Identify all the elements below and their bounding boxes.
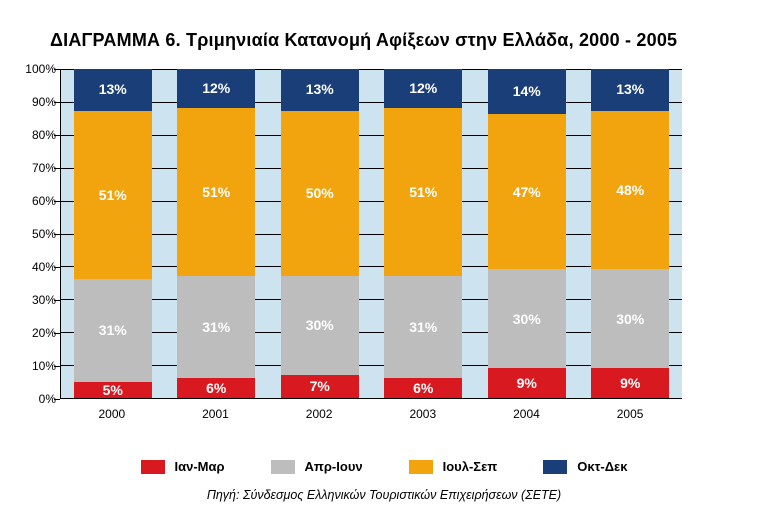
bars-container: 5% 31% 51% 13% 6% 31% 51% 12% 7% 30% 50% 13% 6% 31% 51…	[61, 69, 682, 398]
legend-item-jan-mar: Ιαν-Μαρ	[141, 459, 225, 474]
bar-segment: 12%	[384, 69, 462, 108]
bar-segment: 47%	[488, 114, 566, 269]
bar-segment-label: 47%	[513, 184, 541, 200]
bar-segment-label: 31%	[99, 322, 127, 338]
bar-segment-label: 30%	[513, 311, 541, 327]
bar-segment-label: 13%	[99, 81, 127, 97]
bar-segment-label: 31%	[409, 319, 437, 335]
bar: 5% 31% 51% 13%	[74, 69, 152, 398]
bar-segment-label: 6%	[206, 380, 226, 396]
bar-segment: 7%	[281, 375, 359, 398]
legend-swatch	[141, 460, 165, 474]
bar-segment: 5%	[74, 382, 152, 399]
bar-segment: 31%	[177, 276, 255, 378]
bar-segment-label: 12%	[409, 80, 437, 96]
xlabel: 2000	[73, 407, 151, 421]
bar-segment-label: 9%	[620, 375, 640, 391]
bar-segment: 30%	[591, 269, 669, 368]
bar-segment: 51%	[177, 108, 255, 276]
legend-label: Ιουλ-Σεπ	[443, 459, 498, 474]
bar-segment: 30%	[488, 269, 566, 368]
bar: 9% 30% 48% 13%	[591, 69, 669, 398]
bar-segment-label: 51%	[409, 184, 437, 200]
bar-segment: 48%	[591, 111, 669, 269]
xlabel: 2004	[487, 407, 565, 421]
legend-swatch	[271, 460, 295, 474]
bar-segment: 13%	[74, 69, 152, 111]
xlabel: 2001	[176, 407, 254, 421]
legend-label: Ιαν-Μαρ	[175, 459, 225, 474]
bar-segment: 30%	[281, 276, 359, 375]
bar-segment: 9%	[488, 368, 566, 398]
bar-segment: 31%	[74, 279, 152, 381]
plot-area: 5% 31% 51% 13% 6% 31% 51% 12% 7% 30% 50% 13% 6% 31% 51…	[60, 69, 682, 399]
ytick-label: 10%	[16, 359, 56, 373]
ytick-label: 20%	[16, 326, 56, 340]
legend-swatch	[543, 460, 567, 474]
bar-segment: 9%	[591, 368, 669, 398]
bar-segment-label: 30%	[306, 317, 334, 333]
bar-segment-label: 7%	[310, 378, 330, 394]
bar-segment: 50%	[281, 111, 359, 276]
chart: 0% 10% 20% 30% 40% 50% 60% 70% 80% 90% 1…	[60, 69, 700, 399]
bar-segment: 12%	[177, 69, 255, 108]
bar-segment: 51%	[384, 108, 462, 276]
bar-segment-label: 30%	[616, 311, 644, 327]
bar-segment-label: 13%	[306, 81, 334, 97]
bar-segment-label: 50%	[306, 185, 334, 201]
ytick	[54, 399, 60, 400]
bar-segment: 13%	[591, 69, 669, 111]
legend-label: Απρ-Ιουν	[305, 459, 363, 474]
bar-segment: 13%	[281, 69, 359, 111]
bar-segment-label: 14%	[513, 83, 541, 99]
bar-segment: 14%	[488, 69, 566, 114]
bar-segment: 51%	[74, 111, 152, 279]
bar-segment: 6%	[384, 378, 462, 398]
ytick-label: 80%	[16, 128, 56, 142]
legend-item-oct-dec: Οκτ-Δεκ	[543, 459, 627, 474]
bar-segment-label: 9%	[517, 375, 537, 391]
xlabel: 2002	[280, 407, 358, 421]
xlabel: 2003	[384, 407, 462, 421]
page: ΔΙΑΓΡΑΜΜΑ 6. Τριμηνιαία Κατανομή Αφίξεων…	[0, 0, 768, 523]
ytick-label: 30%	[16, 293, 56, 307]
legend: Ιαν-Μαρ Απρ-Ιουν Ιουλ-Σεπ Οκτ-Δεκ	[40, 459, 728, 474]
bar-segment-label: 5%	[103, 382, 123, 398]
x-axis-labels: 2000 2001 2002 2003 2004 2005	[60, 407, 682, 421]
ytick-label: 90%	[16, 95, 56, 109]
bar-segment: 6%	[177, 378, 255, 398]
bar-segment-label: 51%	[99, 187, 127, 203]
ytick-label: 40%	[16, 260, 56, 274]
bar-segment-label: 31%	[202, 319, 230, 335]
legend-item-jul-sep: Ιουλ-Σεπ	[409, 459, 498, 474]
plot-bg: 5% 31% 51% 13% 6% 31% 51% 12% 7% 30% 50% 13% 6% 31% 51…	[61, 69, 682, 398]
legend-swatch	[409, 460, 433, 474]
bar-segment: 31%	[384, 276, 462, 378]
bar-segment-label: 13%	[616, 81, 644, 97]
ytick-label: 70%	[16, 161, 56, 175]
bar-segment-label: 48%	[616, 182, 644, 198]
ytick-label: 100%	[16, 62, 56, 76]
bar: 6% 31% 51% 12%	[384, 69, 462, 398]
ytick-label: 60%	[16, 194, 56, 208]
bar: 7% 30% 50% 13%	[281, 69, 359, 398]
ytick-label: 0%	[16, 392, 56, 406]
legend-item-apr-jun: Απρ-Ιουν	[271, 459, 363, 474]
bar: 9% 30% 47% 14%	[488, 69, 566, 398]
xlabel: 2005	[591, 407, 669, 421]
bar: 6% 31% 51% 12%	[177, 69, 255, 398]
bar-segment-label: 12%	[202, 80, 230, 96]
legend-label: Οκτ-Δεκ	[577, 459, 627, 474]
source-caption: Πηγή: Σύνδεσμος Ελληνικών Τουριστικών Επ…	[40, 488, 728, 502]
bar-segment-label: 51%	[202, 184, 230, 200]
bar-segment-label: 6%	[413, 380, 433, 396]
chart-title: ΔΙΑΓΡΑΜΜΑ 6. Τριμηνιαία Κατανομή Αφίξεων…	[50, 30, 728, 51]
ytick-label: 50%	[16, 227, 56, 241]
